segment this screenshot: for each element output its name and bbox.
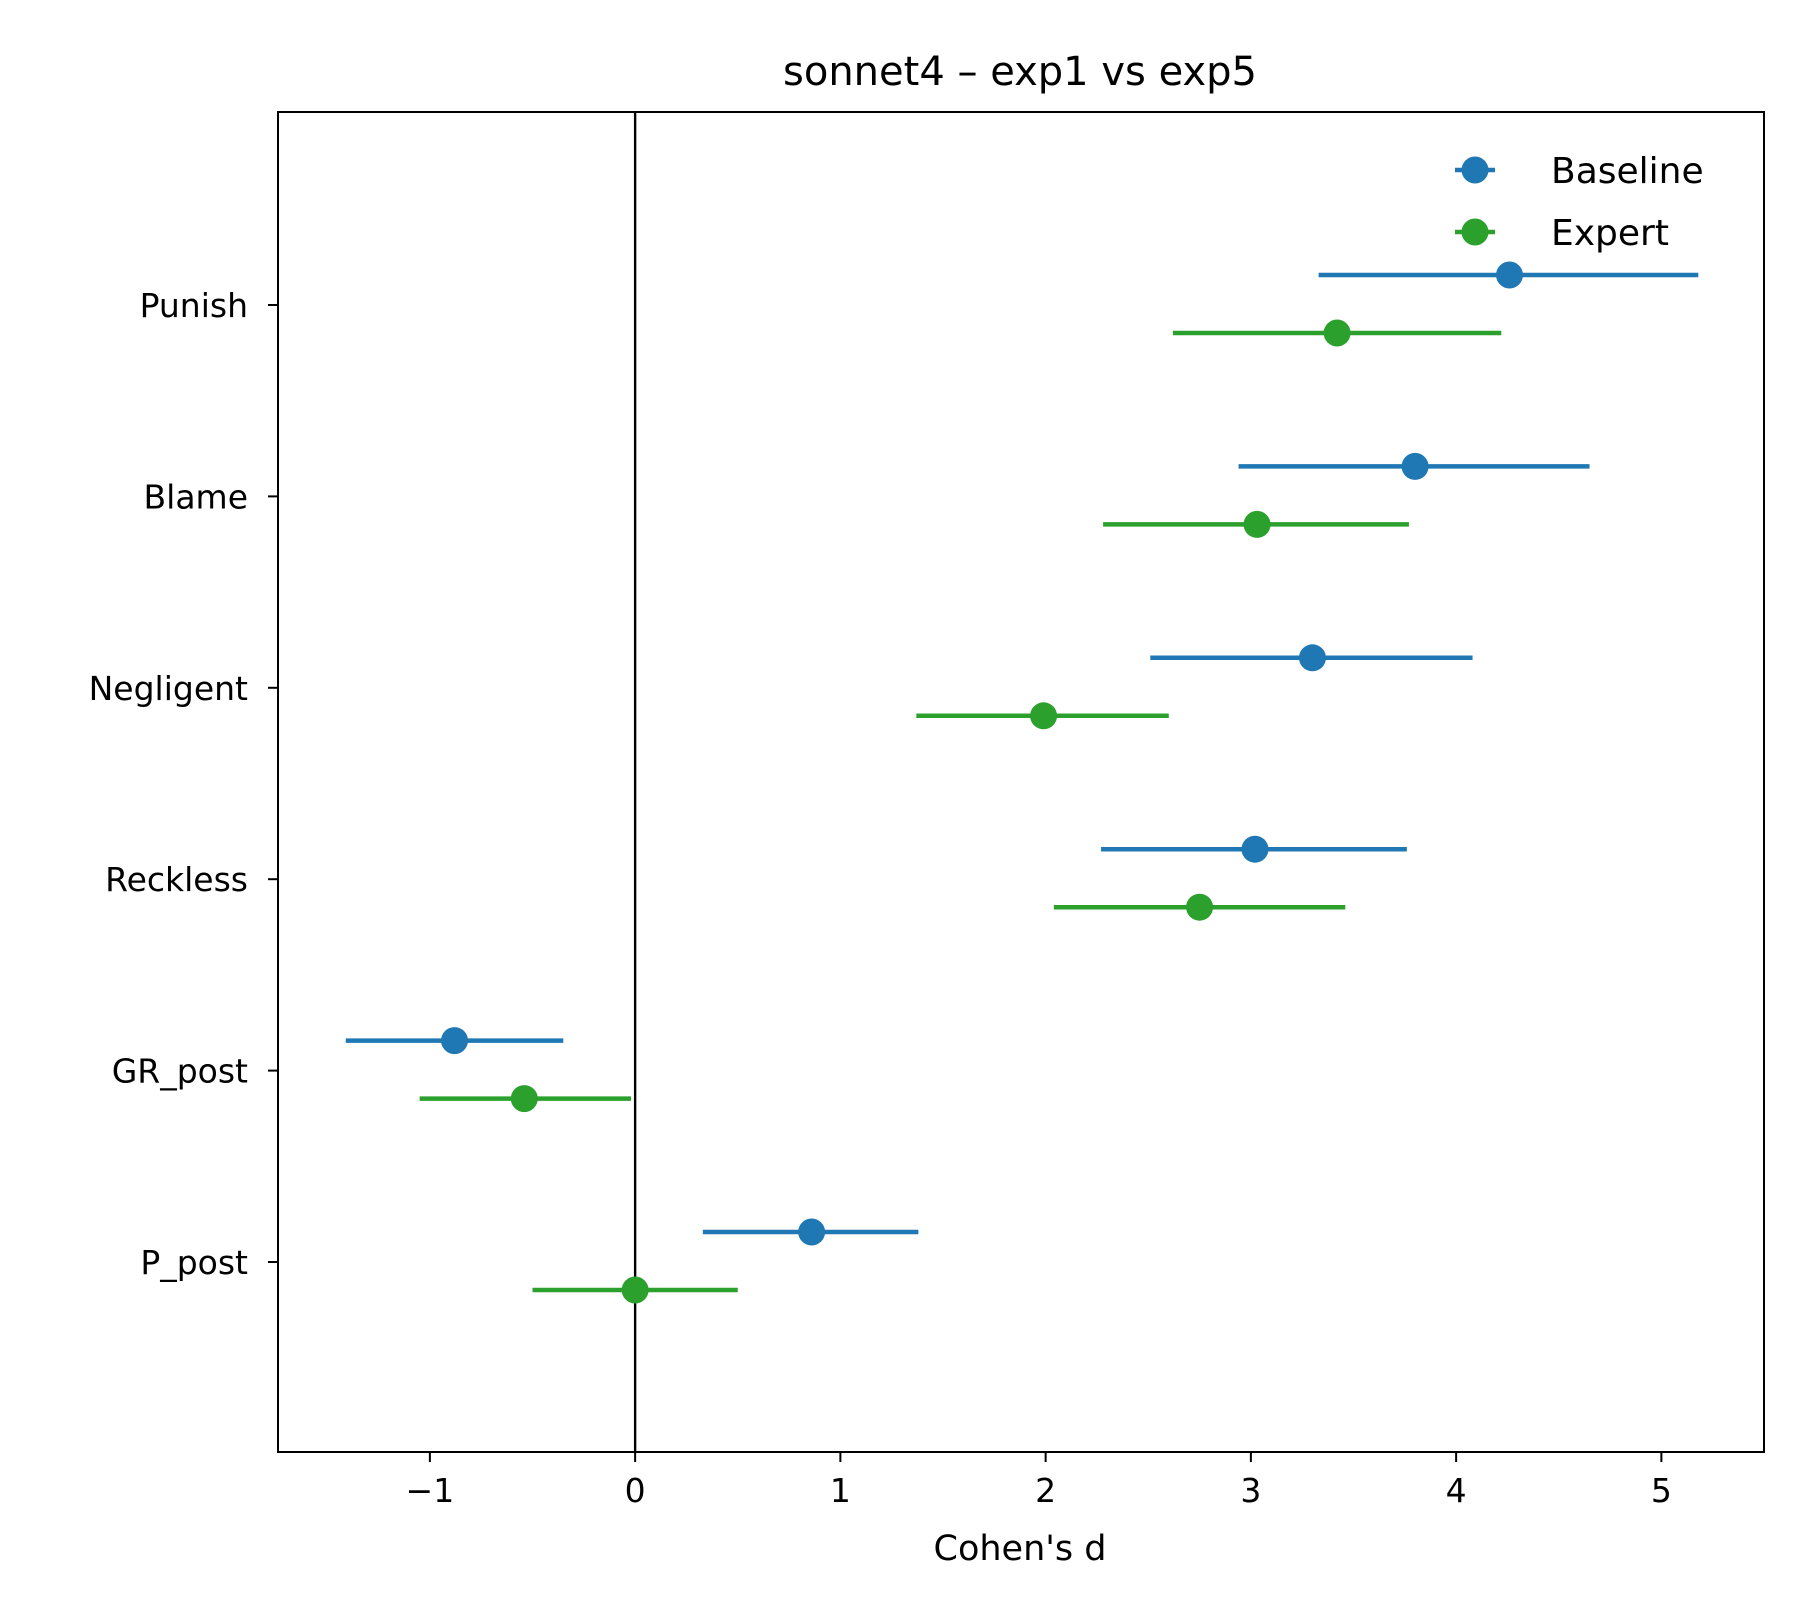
point-baseline: [1298, 644, 1326, 672]
point-baseline: [1241, 835, 1269, 863]
x-tick-label: 0: [625, 1471, 646, 1510]
legend-label-baseline: Baseline: [1551, 151, 1704, 192]
point-baseline: [1401, 452, 1429, 480]
x-tick-label: 1: [830, 1471, 851, 1510]
point-baseline: [1495, 261, 1523, 289]
legend-label-expert: Expert: [1551, 213, 1669, 254]
point-expert: [1186, 893, 1214, 921]
y-tick-label: Punish: [140, 286, 248, 325]
x-axis-label: Cohen's d: [934, 1529, 1107, 1569]
point-expert: [1030, 702, 1058, 730]
x-tick-label: 2: [1035, 1471, 1056, 1510]
y-tick-label: Reckless: [105, 860, 248, 899]
y-tick-label: GR_post: [112, 1052, 248, 1091]
point-expert: [1243, 510, 1271, 538]
legend-marker-baseline: [1461, 156, 1489, 184]
chart-title: sonnet4 – exp1 vs exp5: [783, 49, 1257, 95]
x-tick-label: 5: [1651, 1471, 1672, 1510]
y-tick-label: Blame: [144, 477, 248, 516]
legend: Baseline Expert: [1455, 151, 1704, 254]
x-tick-label: 3: [1240, 1471, 1261, 1510]
y-tick-label: P_post: [140, 1243, 248, 1282]
point-baseline: [441, 1027, 469, 1055]
point-expert: [510, 1085, 538, 1113]
point-expert: [621, 1276, 649, 1304]
y-tick-label: Negligent: [89, 669, 248, 708]
plot-area: −1 0 1 2 3 4 5 Punish Blame Negligent Reckless GR_p…: [89, 111, 1765, 1510]
legend-marker-expert: [1461, 218, 1489, 246]
point-baseline: [798, 1218, 826, 1246]
point-expert: [1323, 319, 1351, 347]
x-tick-label: −1: [406, 1471, 455, 1510]
x-tick-label: 4: [1446, 1471, 1467, 1510]
plot-frame: [277, 111, 1765, 1453]
